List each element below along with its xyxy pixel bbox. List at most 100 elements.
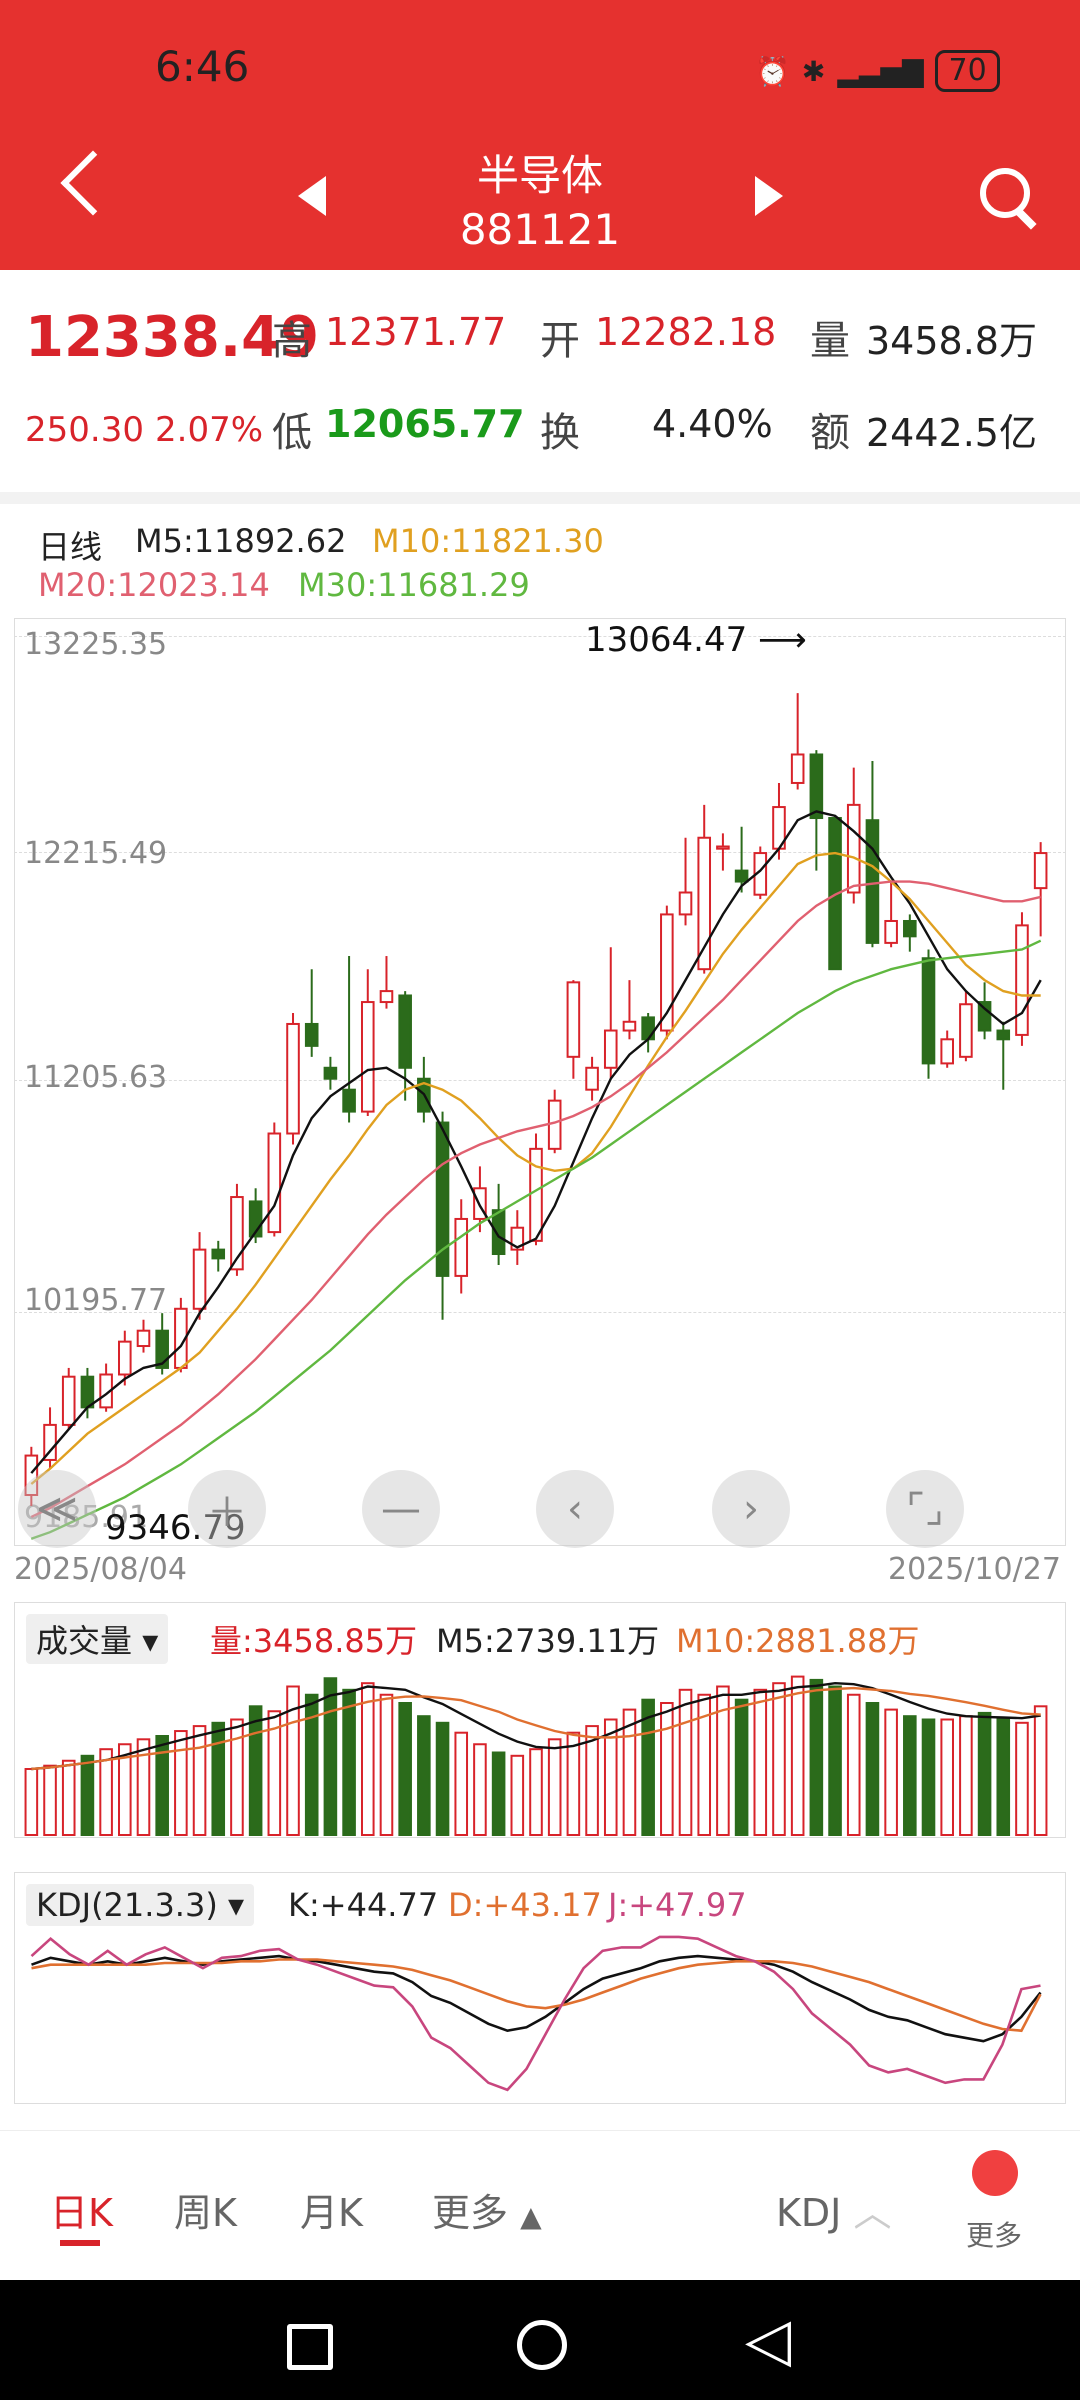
candle-body xyxy=(603,1029,618,1069)
y-axis-label: 10195.77 xyxy=(24,1283,168,1318)
volume-bar xyxy=(790,1675,805,1836)
stock-title: 半导体 xyxy=(476,151,603,200)
kdj-indicator-dropdown[interactable]: KDJ(21.3.3) ▾ xyxy=(26,1884,255,1926)
candle-body xyxy=(585,1066,599,1091)
tab-more-label: 更多 xyxy=(432,2191,509,2235)
bluetooth-icon: ✱ xyxy=(801,54,826,88)
zoom-in-icon[interactable]: ＋ xyxy=(188,1470,266,1548)
volume-bar xyxy=(174,1730,188,1836)
volume-bar xyxy=(267,1710,282,1836)
y-axis-label: 12215.49 xyxy=(24,836,168,871)
volume-bar xyxy=(1033,1705,1048,1836)
high-label: 高 xyxy=(272,318,312,364)
volume-indicator-dropdown[interactable]: 成交量 ▾ xyxy=(26,1614,169,1664)
tab-more-periods[interactable]: 更多 ▲ xyxy=(432,2182,542,2237)
price-change: 250.30 xyxy=(25,410,144,450)
candle-body xyxy=(454,1217,469,1277)
dropdown-arrow-icon: ▾ xyxy=(227,1886,245,1924)
volume-bar xyxy=(323,1677,338,1836)
volume-bar xyxy=(884,1708,898,1836)
volume-bar xyxy=(360,1682,375,1837)
volume-bar xyxy=(959,1715,973,1837)
search-icon[interactable] xyxy=(980,168,1030,218)
high-marker: 13064.47 ⟶ xyxy=(585,620,807,660)
volume-panel[interactable] xyxy=(14,1602,1066,1838)
zoom-out-icon[interactable]: — xyxy=(362,1470,440,1548)
low-label: 低 xyxy=(272,410,312,456)
move-left-icon[interactable]: ‹ xyxy=(536,1470,614,1548)
volume-bar xyxy=(809,1678,824,1837)
volume-bar xyxy=(734,1698,749,1837)
battery-icon: 70 xyxy=(935,50,1000,92)
candle-body xyxy=(940,1038,954,1065)
candle-body xyxy=(230,1196,244,1271)
tab-month-k[interactable]: 月K xyxy=(300,2191,363,2235)
y-axis-label: 11205.63 xyxy=(24,1060,168,1095)
volume-bar xyxy=(417,1715,431,1837)
volume-value: 3458.8万 xyxy=(866,319,1037,363)
volume-bar xyxy=(996,1718,1011,1836)
grid-line xyxy=(14,1312,1066,1313)
volume-bar xyxy=(136,1738,151,1836)
tab-week-k[interactable]: 周K xyxy=(174,2191,237,2235)
candlestick-panel[interactable] xyxy=(14,618,1066,1546)
kdj-k-line xyxy=(31,1954,1042,2043)
back-icon[interactable] xyxy=(60,150,126,216)
volume-bar xyxy=(24,1768,39,1836)
candle-body xyxy=(1015,924,1029,1036)
back-nav-icon[interactable]: ◁ xyxy=(745,2305,792,2375)
stock-code: 881121 xyxy=(459,205,621,254)
grid-line xyxy=(14,636,1066,637)
tab-active-indicator xyxy=(60,2240,100,2246)
scroll-left-icon[interactable]: ≪ xyxy=(18,1470,96,1548)
candle-body xyxy=(809,753,824,820)
volume-bar xyxy=(192,1725,207,1836)
volume-bar xyxy=(660,1702,674,1836)
candle-body xyxy=(865,819,880,944)
tab-day-k[interactable]: 日K xyxy=(50,2191,113,2235)
low-value: 12065.77 xyxy=(325,402,525,446)
move-right-icon[interactable]: › xyxy=(712,1470,790,1548)
candle-body xyxy=(248,1200,263,1238)
more-menu-label[interactable]: 更多 xyxy=(966,2219,1023,2252)
volume-bar xyxy=(547,1738,562,1836)
home-icon[interactable] xyxy=(517,2320,567,2370)
kdj-d-legend: D:+43.17 xyxy=(448,1886,602,1924)
volume-bar xyxy=(80,1754,95,1836)
fullscreen-icon[interactable]: ⌜⌟ xyxy=(886,1470,964,1548)
previous-stock-icon[interactable] xyxy=(298,176,326,216)
ma20-legend: M20:12023.14 xyxy=(38,566,270,604)
volume-bar xyxy=(43,1764,57,1836)
recent-apps-icon[interactable] xyxy=(287,2324,333,2370)
candle-body xyxy=(435,1121,450,1277)
candle-body xyxy=(118,1340,132,1376)
volume-bar xyxy=(248,1705,263,1836)
kdj-panel[interactable] xyxy=(14,1872,1066,2104)
volume-bar xyxy=(566,1731,581,1836)
candle-body xyxy=(24,1454,39,1497)
caret-up-icon: ▲ xyxy=(520,2200,542,2233)
next-stock-icon[interactable] xyxy=(755,176,783,216)
candle-body xyxy=(360,1001,375,1113)
candle-body xyxy=(211,1248,226,1260)
indicator-selector[interactable]: KDJ ︿ xyxy=(776,2182,892,2237)
candle-body xyxy=(286,1022,300,1135)
candle-body xyxy=(660,913,674,1032)
candlestick-chart xyxy=(24,693,1048,1540)
volume-chart xyxy=(24,1675,1048,1837)
indicator-label: KDJ xyxy=(776,2191,842,2235)
open-value: 12282.18 xyxy=(595,310,777,354)
chevron-up-icon: ︿ xyxy=(853,2191,892,2235)
status-time: 6:46 xyxy=(155,42,250,91)
volume-bar xyxy=(921,1718,936,1836)
candle-body xyxy=(884,919,898,944)
amount-label: 额 xyxy=(810,410,850,456)
alarm-icon: ⏰ xyxy=(755,54,790,88)
y-axis-label: 13225.35 xyxy=(24,627,168,662)
more-menu-icon[interactable] xyxy=(972,2150,1018,2196)
volume-bar xyxy=(716,1685,730,1836)
ma-line-m5 xyxy=(30,810,1042,1474)
volume-bar xyxy=(603,1718,618,1836)
candle-body xyxy=(846,803,861,894)
candle-body xyxy=(510,1226,525,1251)
